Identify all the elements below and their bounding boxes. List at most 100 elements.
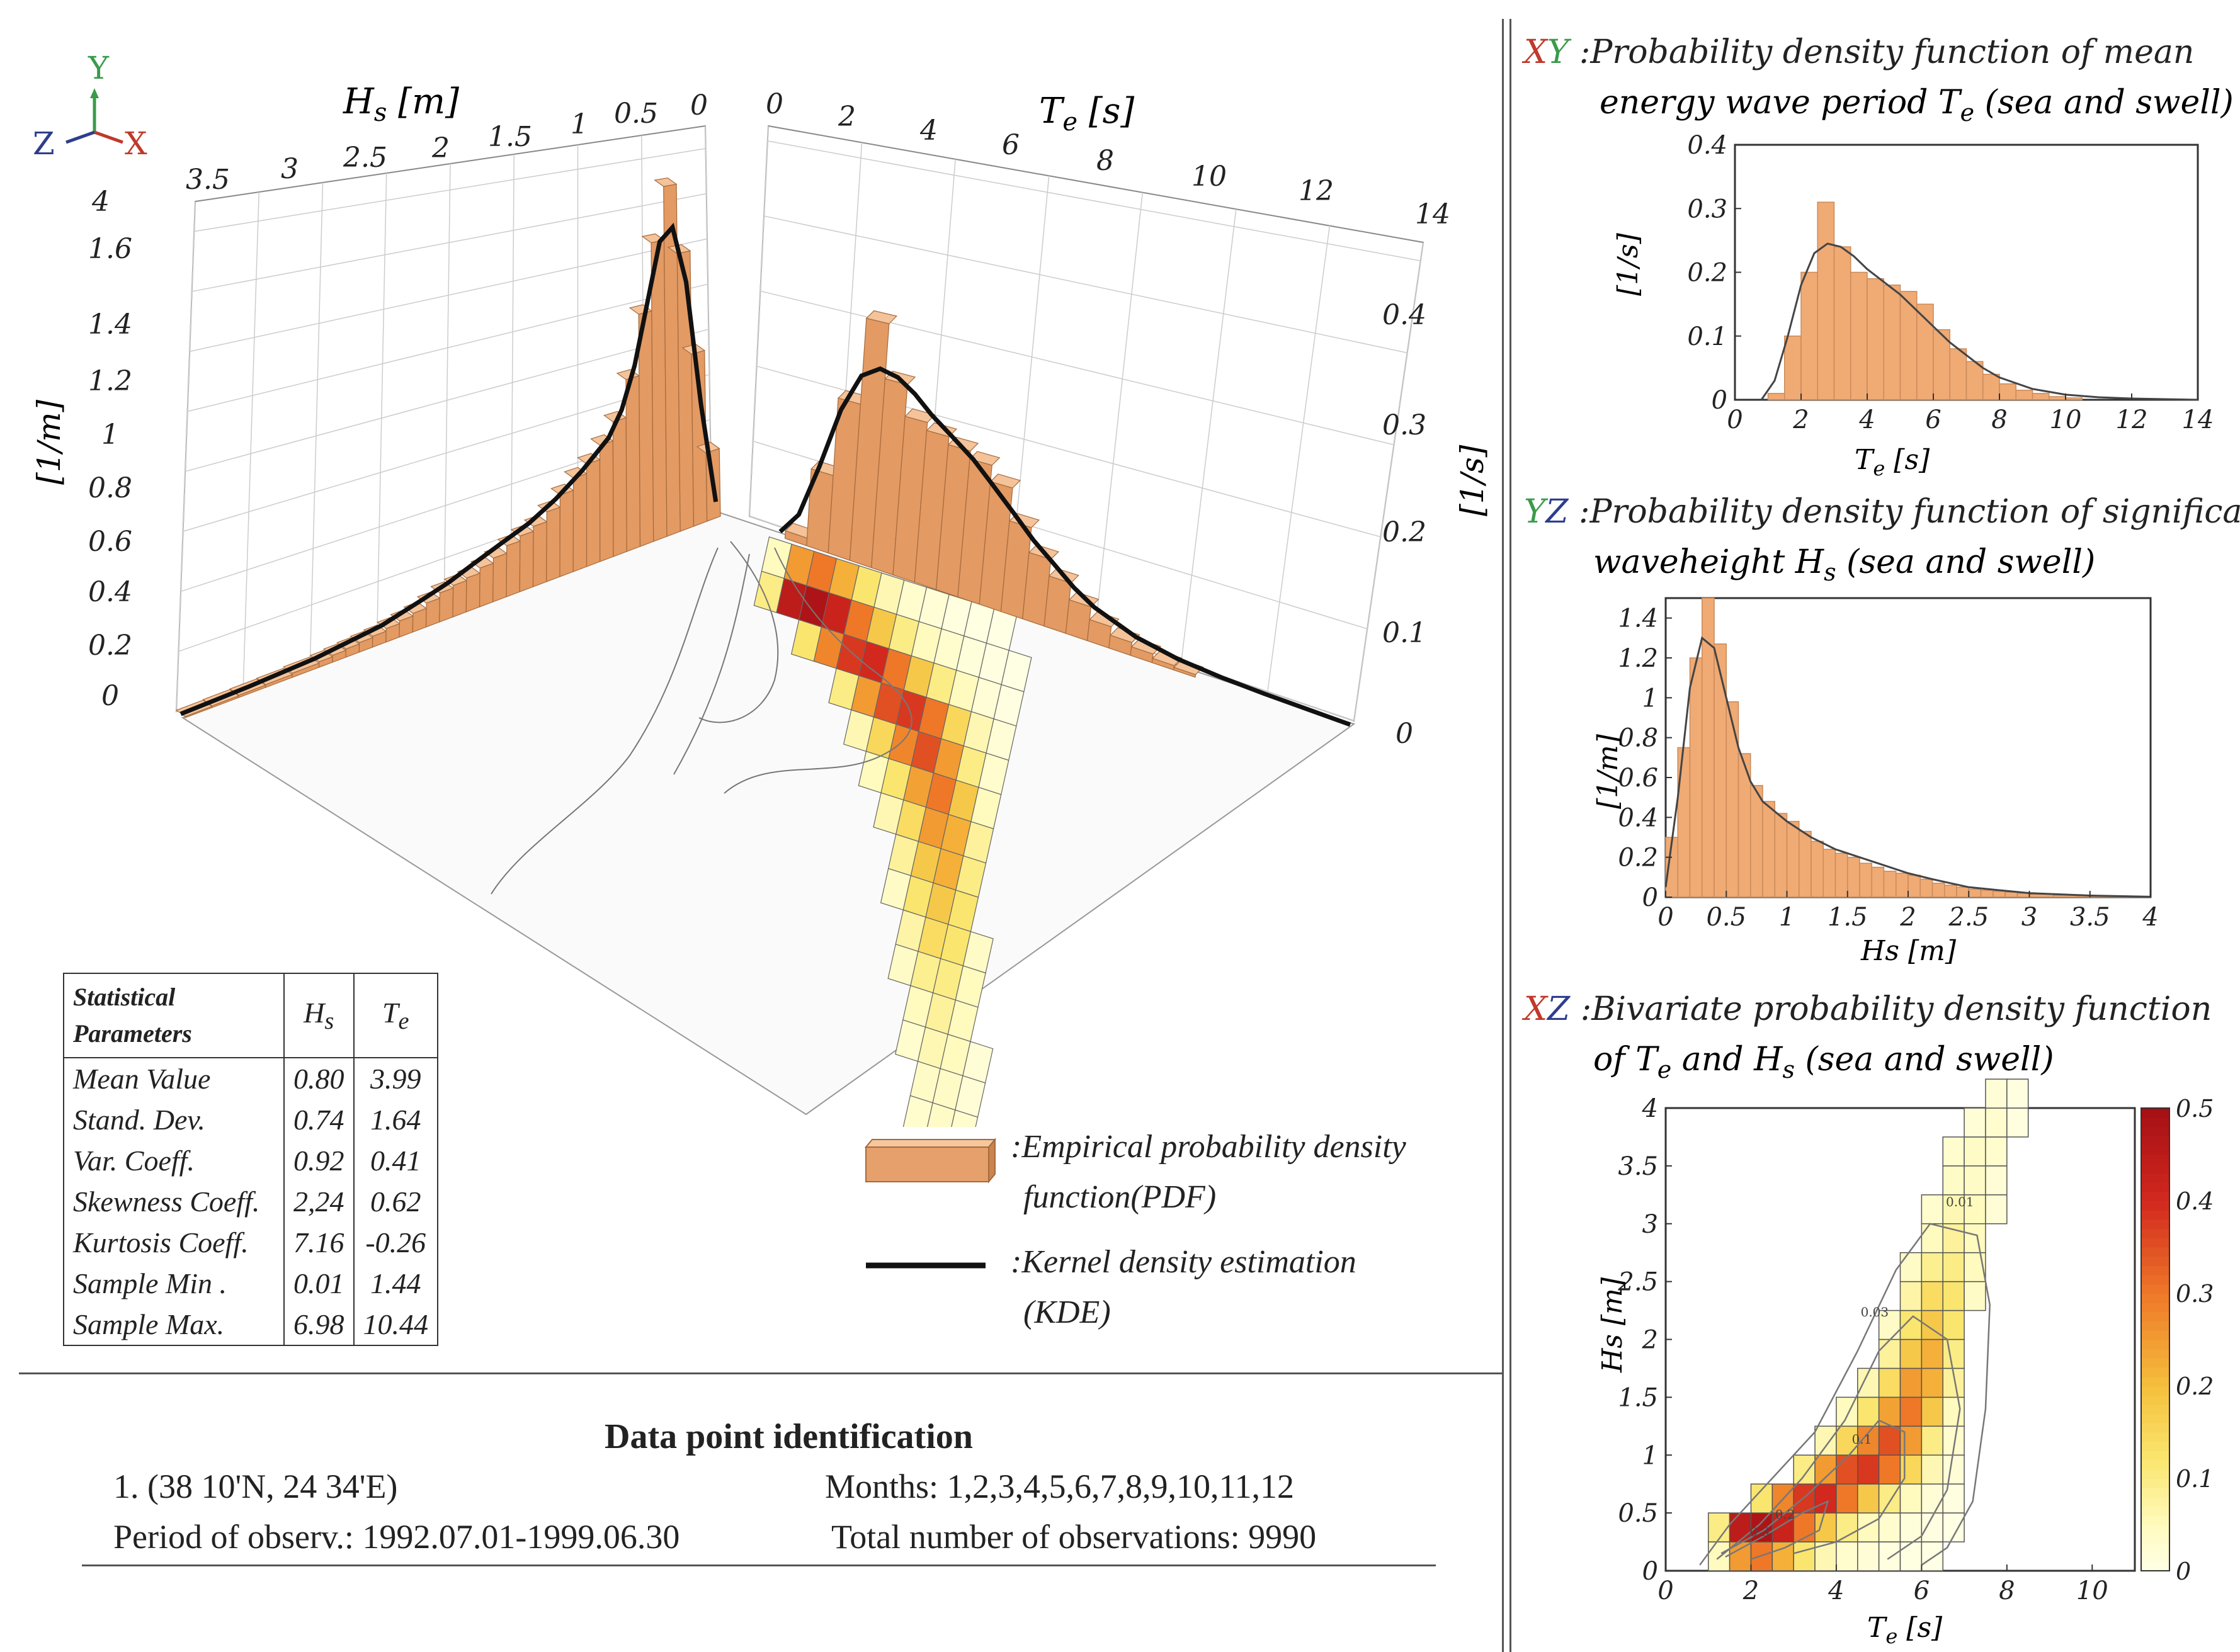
hs-bar [1859,863,1872,898]
table-row: Sample Min . 0.01 1.44 [63,1263,438,1304]
y-tick-label: 3 [1642,1210,1658,1239]
te-bar [2049,396,2066,400]
heatmap-cell [1771,1541,1794,1571]
left-density-tick-label: 0 [101,680,119,712]
heatmap-cell [1921,1396,1943,1427]
heatmap-cell [1878,1454,1901,1485]
te-bar-3d-top [989,473,1021,489]
x-tick-label: 10 [2050,405,2082,434]
hs-wall-gridline [309,182,324,662]
panel-xy-ylabel: [1/s] [1612,232,1644,296]
stat-te-value: 0.41 [353,1140,438,1181]
hs-bar [1799,830,1812,898]
panel-yz-ylabel: [1/m] [1592,733,1624,809]
stat-te-value: 1.44 [353,1263,438,1304]
colorbar-segment [2141,1357,2169,1368]
axis-triad: Y X Z [33,50,147,162]
heatmap-cell [1921,1194,1943,1225]
hs-bar [1677,747,1691,898]
hs-bar [1896,873,1909,898]
te-bar [1850,271,1868,400]
heatmap-cell [1878,1483,1901,1513]
te-bar [1933,329,1950,400]
heatmap-cell [1857,1483,1880,1513]
colorbar-segment [2141,1515,2169,1525]
te-bar-3d-top [1089,611,1120,628]
te-bar [1767,393,1785,400]
te-bar [1965,361,1984,400]
y-tick-label: 1.4 [1618,604,1658,633]
x-tick-label: 4 [1858,405,1875,434]
te-wall-gridline [1267,225,1331,692]
table-row: Sample Max. 6.98 10.44 [63,1304,438,1345]
x-tick-label: 12 [2116,405,2148,434]
heatmap-cell [1878,1512,1901,1542]
table-row: Mean Value 0.80 3.99 [63,1058,438,1099]
hs-wall-gridline [194,148,706,232]
colorbar-segment [2141,1247,2169,1257]
te-tick-label: 10 [1191,161,1227,193]
heatmap-cell [1857,1512,1880,1542]
panel-divider-left [1502,19,1504,1652]
heatmap-cell [1942,1281,1965,1311]
left-density-label: [1/m] [31,399,67,485]
contour-label: 0.2 [1775,1507,1795,1522]
hs-bar [2004,891,2018,898]
stats-col-hs: Hs [283,973,355,1058]
heatmap-cell [1942,1136,1965,1167]
contour-001 [1699,1223,1991,1566]
hs-wall-gridline [191,193,707,292]
heatmap-cell [1921,1454,1943,1485]
stat-hs-value: 0.74 [283,1099,355,1140]
colorbar-segment [2141,1219,2169,1230]
x-tick-label: 4 [1828,1576,1844,1605]
heatmap-cell [1836,1541,1858,1571]
left-density-tick-label: 1.2 [88,365,132,397]
hs-bar [1714,643,1727,898]
hs-wall-gridline [510,154,515,586]
te-bar [1800,271,1818,400]
te-kde-curve [1760,242,2198,401]
te-wall-gridline [1094,192,1144,633]
hs-bar [1786,820,1800,898]
right-density-tick-label: 0.4 [1382,299,1426,331]
right-density-tick-labels: 0 0.1 0.2 0.3 0.4 [1382,299,1426,750]
hs-tick-label: 1 [571,108,588,140]
colorbar-segment [2141,1274,2169,1285]
x-tick-label: 3 [2021,903,2037,932]
floor-contour-mid [673,553,750,775]
heatmap-cell [1964,1223,1986,1253]
panel-xy-title: XY :Probability density function of mean [1521,33,2194,71]
hs-bar-3d [479,562,494,608]
x-tick-label: 2 [1899,903,1916,932]
y-tick-label: 0.3 [1687,195,1727,223]
hs-bar [1847,856,1860,898]
left-density-tick-label: 1.6 [88,233,132,265]
hs-bar-3d [506,540,521,597]
months-text: Months: 1,2,3,4,5,6,7,8,9,10,11,12 [825,1468,1295,1505]
colorbar-tick-label: 0 [2176,1558,2191,1585]
colorbar-segment [2141,1117,2169,1128]
section-divider [19,1372,1502,1374]
colorbar-segment [2141,1404,2169,1415]
heatmap-cell [1836,1396,1858,1427]
te-tick-label: 4 [919,115,938,147]
colorbar-tick-label: 0.1 [2176,1465,2214,1493]
y-tick-label: 4 [1642,1094,1658,1123]
colorbar-segment [2141,1422,2169,1433]
heatmap-cell [1899,1512,1923,1542]
x-tick-label: 8 [1991,405,2007,434]
legend-pdf-swatch [864,1138,997,1184]
y-tick-label: 0 [1642,1557,1658,1586]
stat-hs-value: 6.98 [283,1304,355,1345]
table-row: Skewness Coeff. 2,24 0.62 [63,1181,438,1222]
x-tick-label: 0.5 [1706,903,1746,932]
heatmap-cell [1899,1281,1923,1311]
hs-bar [1993,890,2006,898]
stats-header-row: Statistical Parameters Hs Te [63,973,438,1058]
hs-wall-gridline [377,173,387,636]
triad-y-label: Y [88,50,110,86]
left-density-tick-labels: 0 0.2 0.4 0.6 0.8 1 1.2 1.4 1.6 [88,233,132,712]
panel-xz-colorbar: 0 0.1 0.2 0.3 0.4 0.5 [2141,1095,2214,1585]
stats-header-label: Statistical Parameters [63,973,285,1058]
